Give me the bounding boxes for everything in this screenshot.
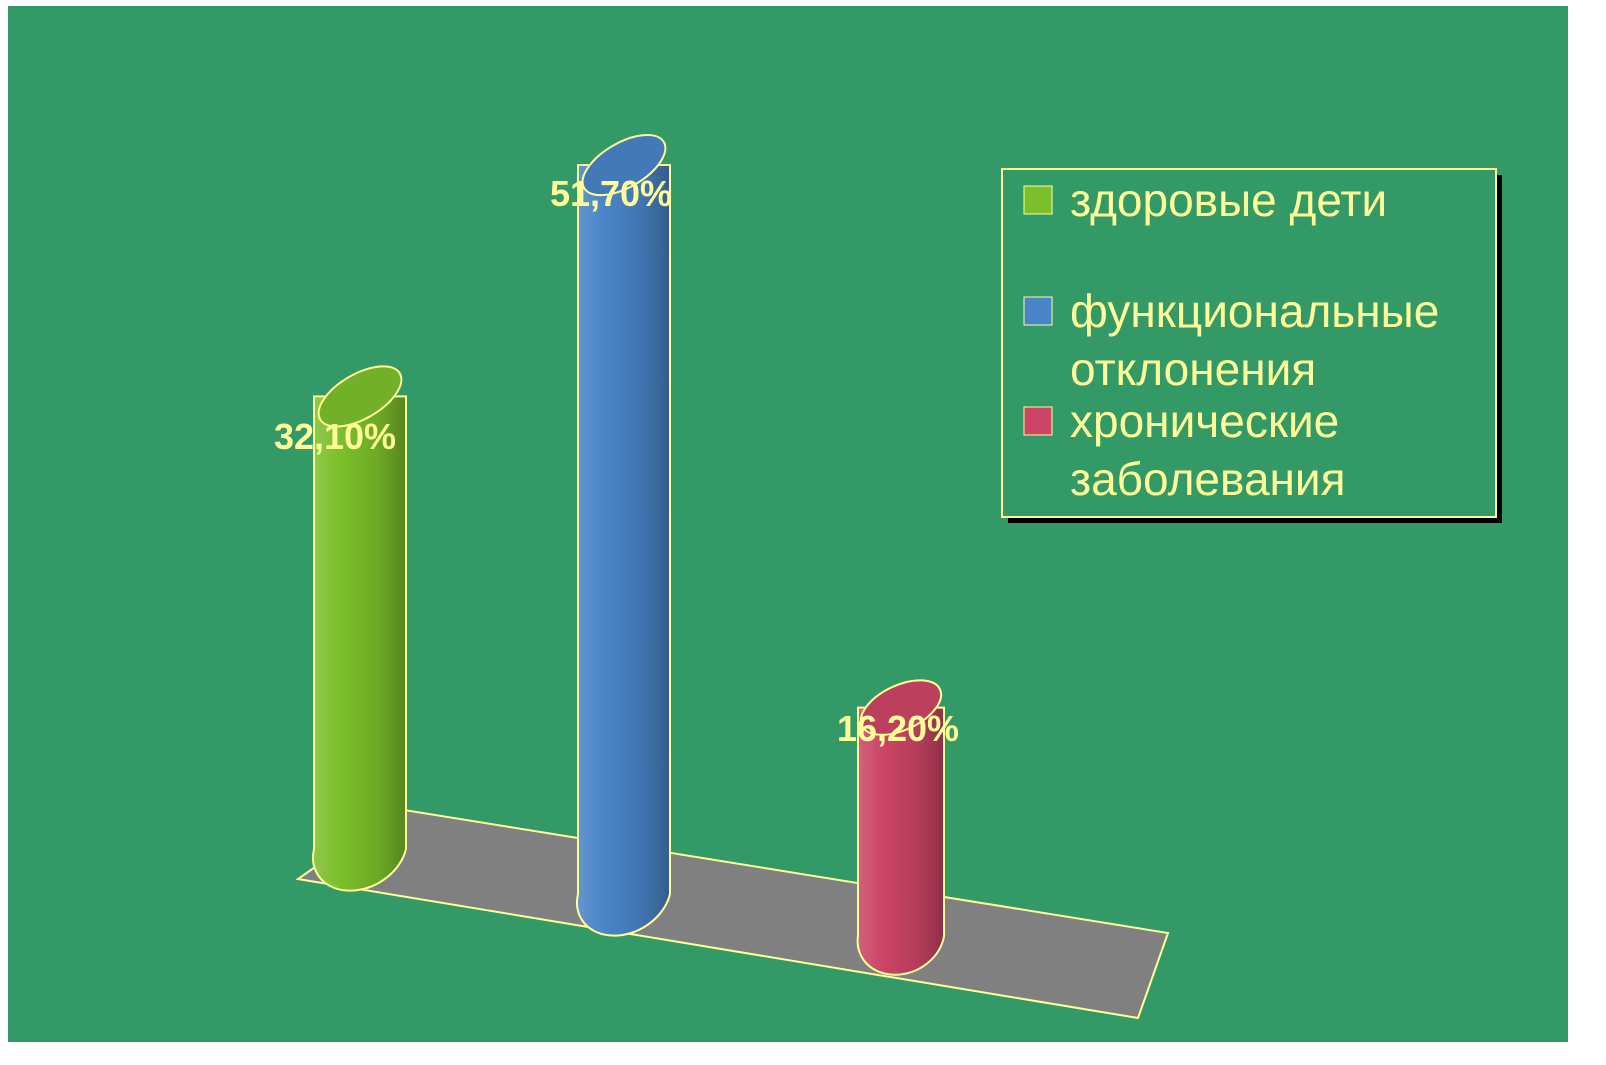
legend-label-3-line-1: хронические (1070, 395, 1339, 447)
bar-top-1 (317, 365, 403, 428)
legend-label-1: здоровые дети (1070, 174, 1387, 226)
bar-1: 32,10% (274, 365, 407, 892)
chart-area: 32,10% 51,70% 16,20% здоровые дети функцион… (8, 6, 1568, 1042)
value-label-3: 16,20% (837, 708, 959, 749)
legend: здоровые дети функциональные отклоненияхро… (1001, 168, 1502, 523)
bar-3: 16,20% (837, 679, 959, 976)
legend-label-2-line-1: функциональные (1070, 285, 1439, 337)
value-label-1: 32,10% (274, 416, 396, 457)
bar-body-3 (856, 706, 945, 976)
chart-floor (295, 807, 1170, 1020)
legend-swatch-1 (1023, 185, 1053, 215)
bar-body-1 (311, 395, 407, 892)
bar-body-2 (575, 164, 671, 937)
cylinder-bar-chart: 32,10% 51,70% 16,20% здоровые дети функцион… (274, 133, 1502, 1020)
bar-2: 51,70% (550, 133, 672, 937)
value-label-2: 51,70% (550, 173, 672, 214)
bar-top-3 (859, 679, 943, 736)
legend-label-2-line-2: отклонения (1070, 343, 1316, 395)
legend-swatch-3 (1023, 406, 1053, 436)
legend-label-3-line-2: заболевания (1070, 453, 1346, 505)
bars-group: 32,10% 51,70% 16,20% (274, 133, 959, 976)
bar-top-2 (581, 133, 667, 197)
legend-box (1001, 168, 1497, 518)
legend-swatch-2 (1023, 296, 1053, 326)
